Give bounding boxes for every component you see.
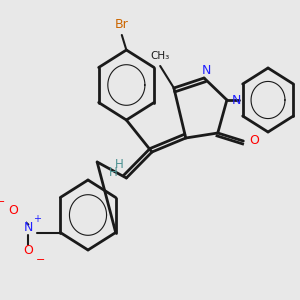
Text: Br: Br: [115, 19, 129, 32]
Text: O: O: [8, 204, 18, 217]
Text: CH₃: CH₃: [151, 51, 170, 61]
Text: +: +: [33, 214, 41, 224]
Text: H: H: [115, 158, 123, 170]
Text: N: N: [202, 64, 212, 76]
Text: O: O: [23, 244, 33, 257]
Text: N: N: [231, 94, 241, 106]
Text: H: H: [109, 166, 118, 178]
Text: −: −: [0, 197, 6, 208]
Text: N: N: [24, 221, 33, 234]
Text: −: −: [35, 256, 45, 266]
Text: O: O: [249, 134, 259, 148]
